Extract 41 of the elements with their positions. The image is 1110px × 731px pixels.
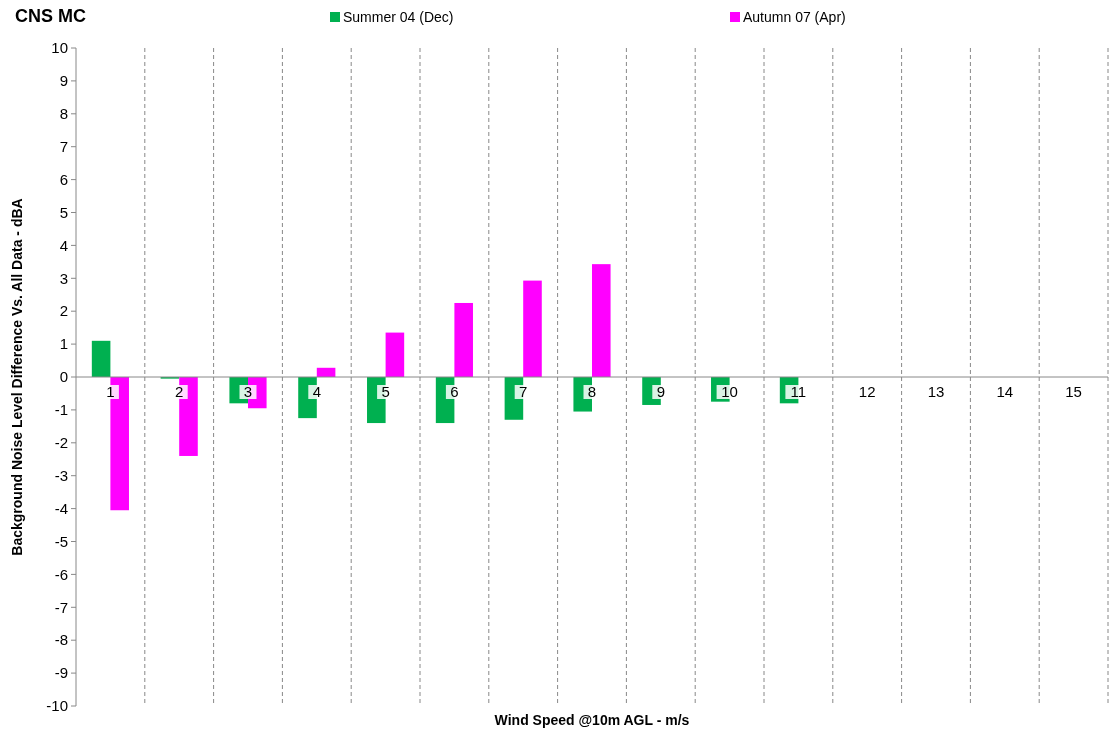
chart-title: CNS MC bbox=[15, 6, 86, 26]
x-tick-label: 6 bbox=[450, 383, 459, 400]
x-tick-label: 14 bbox=[996, 383, 1014, 400]
legend-label: Summer 04 (Dec) bbox=[343, 9, 454, 25]
x-tick-label: 11 bbox=[790, 383, 807, 400]
y-tick-label: 6 bbox=[59, 170, 68, 188]
y-tick-label: 3 bbox=[59, 269, 68, 287]
x-tick-label: 8 bbox=[587, 383, 597, 400]
y-tick-label: 7 bbox=[59, 137, 68, 155]
x-tick-label: 1 bbox=[106, 383, 115, 400]
y-tick-label: -5 bbox=[54, 532, 68, 550]
x-tick-label: 12 bbox=[858, 383, 876, 400]
x-tick-label: 13 bbox=[927, 383, 945, 400]
y-tick-label: -3 bbox=[54, 466, 68, 484]
x-axis-title: Wind Speed @10m AGL - m/s bbox=[494, 712, 690, 728]
x-tick-label: 9 bbox=[656, 383, 665, 400]
x-tick-label: 3 bbox=[243, 383, 253, 400]
y-tick-label: -10 bbox=[46, 697, 68, 715]
y-tick-label: 8 bbox=[59, 105, 68, 123]
y-tick-label: 1 bbox=[59, 335, 68, 353]
x-tick-label: 5 bbox=[381, 383, 390, 400]
y-tick-label: 9 bbox=[59, 72, 68, 90]
y-tick-label: -9 bbox=[54, 664, 68, 682]
y-tick-label: -8 bbox=[54, 631, 68, 649]
y-tick-label: -1 bbox=[54, 401, 68, 419]
x-tick-label: 7 bbox=[519, 383, 528, 400]
y-tick-label: 2 bbox=[59, 302, 68, 320]
y-tick-label: 4 bbox=[59, 236, 68, 254]
x-tick-label: 15 bbox=[1065, 383, 1082, 400]
y-tick-label: -7 bbox=[54, 598, 68, 616]
y-tick-label: -4 bbox=[54, 499, 68, 517]
y-tick-label: 10 bbox=[51, 39, 68, 57]
x-tick-label: 10 bbox=[721, 383, 738, 400]
y-tick-label: -6 bbox=[54, 565, 68, 583]
y-tick-label: 0 bbox=[59, 368, 68, 386]
x-tick-label: 4 bbox=[312, 383, 321, 400]
x-tick-label: 2 bbox=[175, 383, 184, 400]
y-axis-title: Background Noise Level Difference Vs. All Data - dBA bbox=[9, 198, 25, 556]
legend-label: Autumn 07 (Apr) bbox=[743, 9, 846, 25]
y-tick-label: -2 bbox=[54, 434, 68, 452]
y-tick-label: 5 bbox=[59, 203, 68, 221]
